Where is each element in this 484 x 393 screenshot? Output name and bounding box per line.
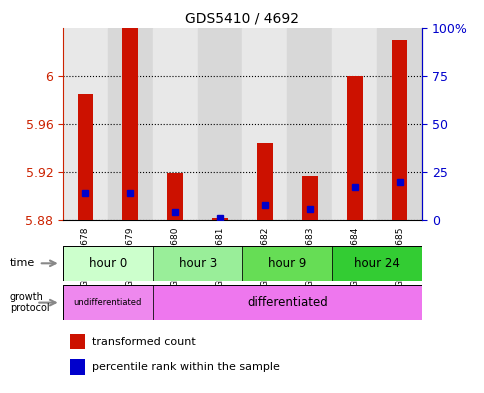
Bar [122,28,138,220]
Text: hour 3: hour 3 [178,257,216,270]
Bar [242,28,287,220]
Bar [152,28,197,220]
Bar [63,285,152,320]
Bar [332,246,421,281]
Text: transformed count: transformed count [91,336,195,347]
Bar [332,28,376,220]
Text: GDS5410 / 4692: GDS5410 / 4692 [185,12,299,26]
Bar [152,246,242,281]
Text: time: time [10,258,35,268]
Bar [77,94,93,220]
Bar [242,246,332,281]
Bar [107,28,152,220]
Bar [63,28,107,220]
Bar [152,285,421,320]
Bar [70,359,84,375]
Bar [391,40,407,220]
Bar [167,173,182,220]
Bar [346,75,362,220]
Bar [197,28,242,220]
Text: hour 24: hour 24 [353,257,399,270]
Text: percentile rank within the sample: percentile rank within the sample [91,362,279,372]
Bar [376,28,421,220]
Text: hour 0: hour 0 [89,257,127,270]
Bar [287,28,332,220]
Text: differentiated: differentiated [246,296,327,309]
Bar [70,334,84,349]
Bar [257,143,272,220]
Text: hour 9: hour 9 [268,257,306,270]
Text: growth
protocol: growth protocol [10,292,49,313]
Bar [212,218,227,220]
Bar [63,246,152,281]
Bar [302,176,317,220]
Text: undifferentiated: undifferentiated [74,298,142,307]
